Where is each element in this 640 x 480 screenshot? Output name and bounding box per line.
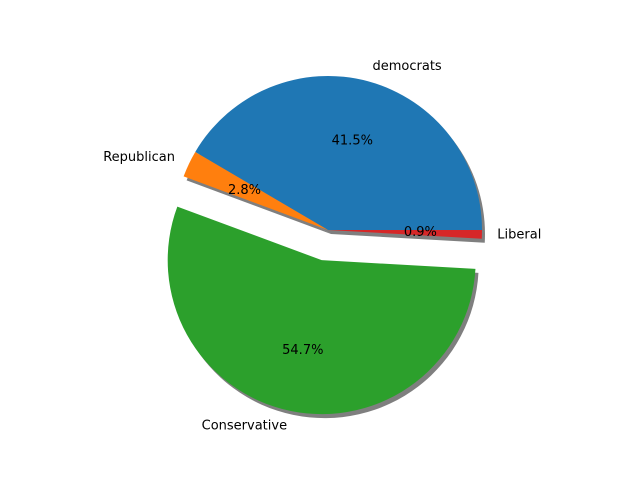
slice-conservative	[167, 206, 476, 415]
labels: democrats 41.5% Republican 2.8% Conservative…	[103, 59, 541, 434]
pct-label-liberal: 0.9%	[404, 225, 437, 240]
slice-republican	[183, 151, 328, 230]
slice-democrats	[195, 75, 483, 230]
pct-label-republican: 2.8%	[228, 183, 261, 198]
label-conservative: Conservative	[202, 419, 287, 434]
label-republican: Republican	[103, 150, 175, 165]
slice-liberal	[328, 230, 482, 239]
label-democrats: democrats	[373, 59, 442, 74]
slices	[167, 75, 483, 415]
pct-label-democrats: 41.5%	[332, 133, 373, 148]
pct-label-conservative: 54.7%	[282, 343, 323, 358]
label-liberal: Liberal	[497, 227, 541, 242]
